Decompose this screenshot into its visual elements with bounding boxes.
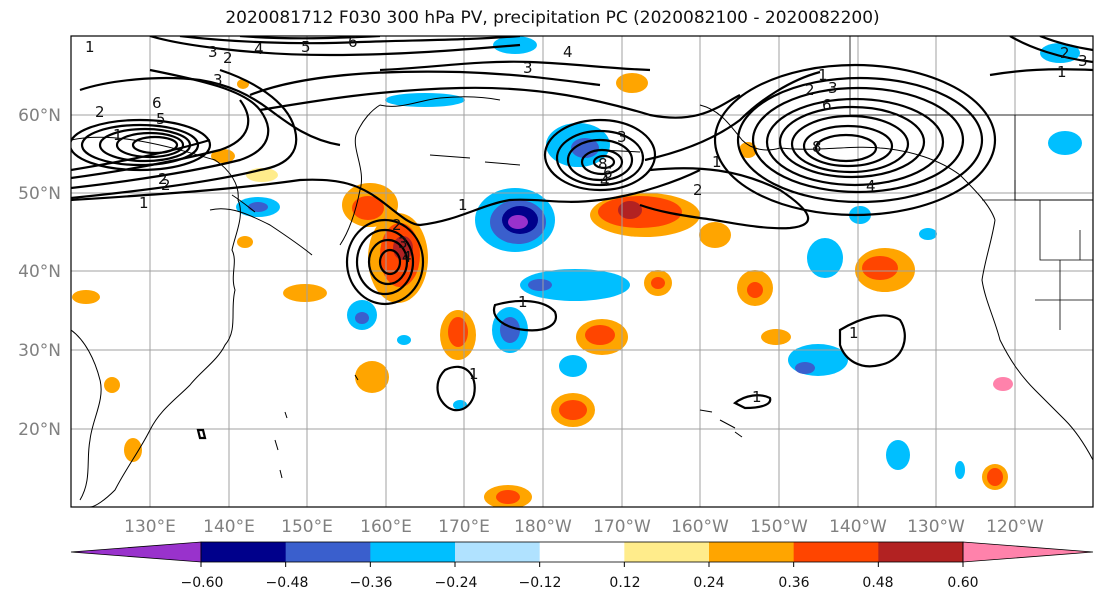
colorbar-extend-min <box>70 541 202 563</box>
contour-label: 8 <box>598 155 608 173</box>
colorbar-tick-label: 0.60 <box>947 575 978 591</box>
latitude-labels: 60°N 50°N 40°N 30°N 20°N <box>18 106 61 440</box>
contour-label: 6 <box>348 33 358 51</box>
map-title: 2020081712 F030 300 hPa PV, precipitatio… <box>225 8 880 28</box>
contour-label: 2 <box>95 103 105 121</box>
contour-label: 3 <box>828 79 838 97</box>
lon-label: 130°E <box>124 517 176 537</box>
contour-label: 4 <box>254 40 264 58</box>
contour-label: 3 <box>213 71 223 89</box>
contour-label: 2 <box>161 176 171 194</box>
colorbar-outline <box>200 541 964 563</box>
lon-label: 160°E <box>360 517 412 537</box>
contour-label: 1 <box>518 293 528 311</box>
contour-label: 4 <box>600 172 610 190</box>
contour-label: 5 <box>301 38 311 56</box>
contour-label: 4 <box>563 43 573 61</box>
contour-label: 2 <box>223 49 233 67</box>
contour-label: 1 <box>458 196 468 214</box>
contour-label: 3 <box>398 234 408 252</box>
precip-shading <box>72 36 1082 507</box>
lon-label: 180°W <box>514 517 572 537</box>
contour-label: 1 <box>752 388 762 406</box>
colorbar-segment <box>285 542 371 562</box>
colorbar-tick-label: −0.60 <box>181 575 224 591</box>
contour-label: 2 <box>693 181 703 199</box>
lon-label: 140°E <box>203 517 255 537</box>
contour-label: 3 <box>1078 52 1088 70</box>
contour-label: 1 <box>139 194 149 212</box>
contour-label: 2 <box>1060 44 1070 62</box>
map-gridlines <box>71 36 1093 507</box>
lon-label: 150°W <box>750 517 808 537</box>
colorbar-segment <box>709 542 795 562</box>
lon-label: 160°W <box>671 517 729 537</box>
map-frame <box>70 35 1094 508</box>
colorbar-segment <box>539 542 625 562</box>
colorbar-tick-label: −0.48 <box>266 575 309 591</box>
lat-label-40n: 40°N <box>18 262 61 282</box>
contour-label: 6 <box>603 164 613 182</box>
lat-label-20n: 20°N <box>18 420 61 440</box>
colorbar-extend-max <box>962 541 1094 563</box>
colorbar-tick-label: −0.36 <box>350 575 393 591</box>
contour-label: 3 <box>208 43 218 61</box>
lat-label-30n: 30°N <box>18 341 61 361</box>
contour-label: 1 <box>113 126 123 144</box>
contour-label: 2 <box>158 170 168 188</box>
contour-label: 1 <box>849 324 859 342</box>
longitude-labels: 130°E 140°E 150°E 160°E 170°E 180°W 170°… <box>124 517 1044 537</box>
contour-label: 4 <box>866 177 876 195</box>
contour-label: 6 <box>822 96 832 114</box>
contour-label: 8 <box>812 138 822 156</box>
colorbar-tick-label: 0.36 <box>778 575 809 591</box>
contour-label: 2 <box>392 216 402 234</box>
colorbar-tick-label: 0.12 <box>609 575 640 591</box>
colorbar-tick-label: −0.24 <box>435 575 478 591</box>
colorbar-segment <box>370 542 456 562</box>
contour-label: 3 <box>523 59 533 77</box>
colorbar-segment <box>455 542 541 562</box>
colorbar-segment <box>878 542 964 562</box>
colorbar-segment <box>201 542 287 562</box>
colorbar: −0.60 −0.48 −0.36 −0.24 −0.12 0.12 0.24 … <box>70 541 1094 591</box>
contour-label: 6 <box>152 94 162 112</box>
lon-label: 130°W <box>907 517 965 537</box>
contour-label: 4 <box>402 248 412 266</box>
contour-label: 2 <box>805 81 815 99</box>
contour-label: 1 <box>712 153 722 171</box>
colorbar-segment <box>624 542 710 562</box>
precip-anomaly-negative <box>520 269 630 301</box>
colorbar-segment <box>793 542 879 562</box>
lon-label: 170°W <box>593 517 651 537</box>
lon-label: 150°E <box>281 517 333 537</box>
contour-label: 1 <box>818 66 828 84</box>
colorbar-tick-label: 0.24 <box>693 575 724 591</box>
lon-label: 140°W <box>829 517 887 537</box>
lat-label-50n: 50°N <box>18 184 61 204</box>
contour-label: 3 <box>617 128 627 146</box>
lon-label: 120°W <box>986 517 1044 537</box>
lat-label-60n: 60°N <box>18 106 61 126</box>
contour-label: 1 <box>469 365 479 383</box>
contour-labels: 3 4 5 6 3 2 4 3 2 1 6 2 5 2 1 1 2 3 4 1 … <box>85 33 1088 406</box>
pv-contours <box>71 36 1093 440</box>
contour-label: 1 <box>85 38 95 56</box>
lon-label: 170°E <box>438 517 490 537</box>
colorbar-tick-label: 0.48 <box>862 575 893 591</box>
contour-label: 1 <box>1057 63 1067 81</box>
contour-label: 5 <box>156 110 166 128</box>
colorbar-tick-label: −0.12 <box>519 575 562 591</box>
